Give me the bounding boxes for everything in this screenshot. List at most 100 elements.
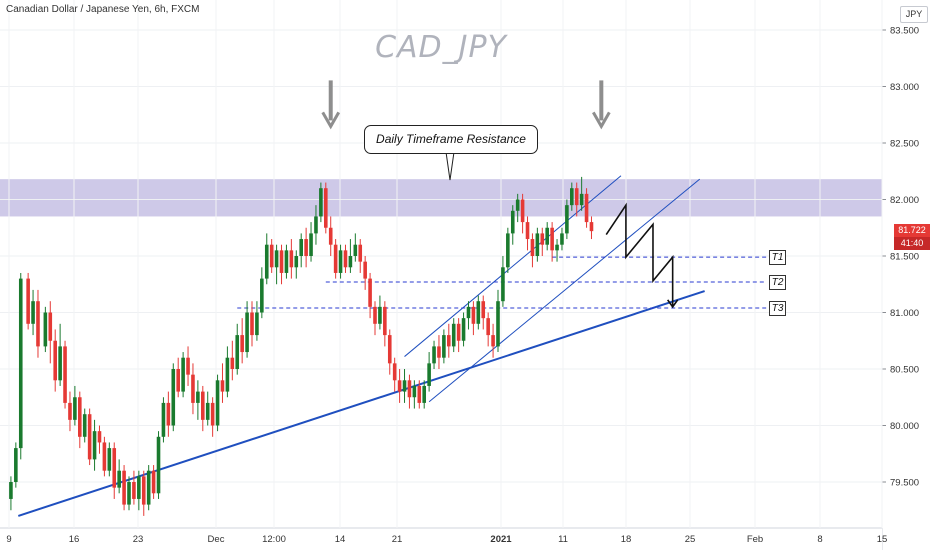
candle-up [245,312,249,353]
candle-up [560,233,564,245]
candle-down [481,301,486,319]
candle-down [112,448,117,488]
candle-up [181,357,185,392]
y-tick-label: 82.500 [890,139,919,150]
candle-down [97,431,102,443]
time-axis-panel [0,528,882,550]
candle-up [73,397,77,420]
candle-up [225,357,230,392]
channel-lower-line [428,178,701,403]
candle-down [26,278,30,324]
candle-down [240,335,244,353]
resistance-callout: Daily Timeframe Resistance [364,125,538,154]
candle-up [338,250,343,273]
candle-down [141,476,146,505]
projected-path [605,202,674,307]
candle-down [368,278,372,307]
candle-up [579,193,584,206]
candle-up [510,210,515,234]
currency-button[interactable]: JPY [900,6,928,23]
candle-down [358,244,363,262]
candle-down [279,250,284,273]
support-trendline [17,290,705,517]
candle-down [269,244,274,268]
candle-down [584,193,589,223]
candle-up [31,301,35,324]
candle-down [373,306,377,324]
y-tick-label: 80.500 [890,365,919,376]
candle-down [68,402,72,420]
candles-layer [9,176,594,516]
candle-up [264,244,269,279]
candle-down [250,312,254,336]
plot-background [0,0,882,528]
candle-down [48,312,53,341]
y-tick-label: 82.000 [890,195,919,206]
candle-up [294,256,299,268]
candle-up [309,233,313,256]
countdown-tag: 41:40 [894,236,930,250]
candle-down [343,250,348,268]
x-tick-label: Feb [747,534,763,545]
candle-up [18,278,23,449]
candle-down [122,470,126,505]
x-tick-label: 25 [685,534,696,545]
down-arrow-head [321,111,341,130]
projected-arrow-head [667,299,679,309]
candle-up [82,414,87,437]
y-tick-label: 79.500 [890,478,919,489]
candle-up [92,431,97,460]
candle-down [574,188,579,206]
candle-down [201,391,205,420]
x-tick-label: 23 [133,534,144,545]
candle-down [186,357,190,375]
candle-up [451,323,456,347]
price-axis-panel [882,0,932,550]
candle-up [161,402,166,437]
candle-up [570,188,574,206]
candle-up [314,216,318,234]
candle-down [456,323,461,341]
candle-up [319,188,323,217]
chart-header: Canadian Dollar / Japanese Yen, 6h, FXCM [6,4,200,15]
x-tick-label: 2021 [490,534,512,545]
candle-down [397,380,402,392]
candle-up [515,199,520,211]
candle-up [535,233,540,256]
candle-up [284,250,289,273]
last-price-tag: 81.722 [894,223,930,237]
candle-up [196,391,200,403]
candle-down [363,261,367,279]
candle-down [230,357,235,369]
candle-up [14,448,18,482]
candle-up [476,301,481,324]
candle-down [176,369,180,392]
candle-down [304,239,308,256]
candle-down [525,222,530,240]
candle-up [255,312,259,336]
candle-down [102,442,107,471]
candle-up [9,482,13,499]
candle-up [506,233,510,268]
candle-down [387,335,392,364]
candle-up [156,436,161,494]
y-tick-label: 81.000 [890,308,919,319]
candle-down [78,397,82,437]
candle-up [171,369,176,426]
candle-down [333,244,338,273]
x-tick-label: 21 [392,534,403,545]
down-arrow-head [592,111,611,130]
candle-up [215,380,220,426]
candle-up [205,402,210,420]
candle-up [137,476,141,499]
x-tick-label: 9 [6,534,11,545]
candle-up [555,244,559,251]
y-tick-label: 80.000 [890,421,919,432]
candle-up [412,385,417,398]
candle-down [486,318,490,336]
candle-down [289,250,294,268]
candle-up [442,335,446,358]
x-tick-label: 8 [817,534,822,545]
